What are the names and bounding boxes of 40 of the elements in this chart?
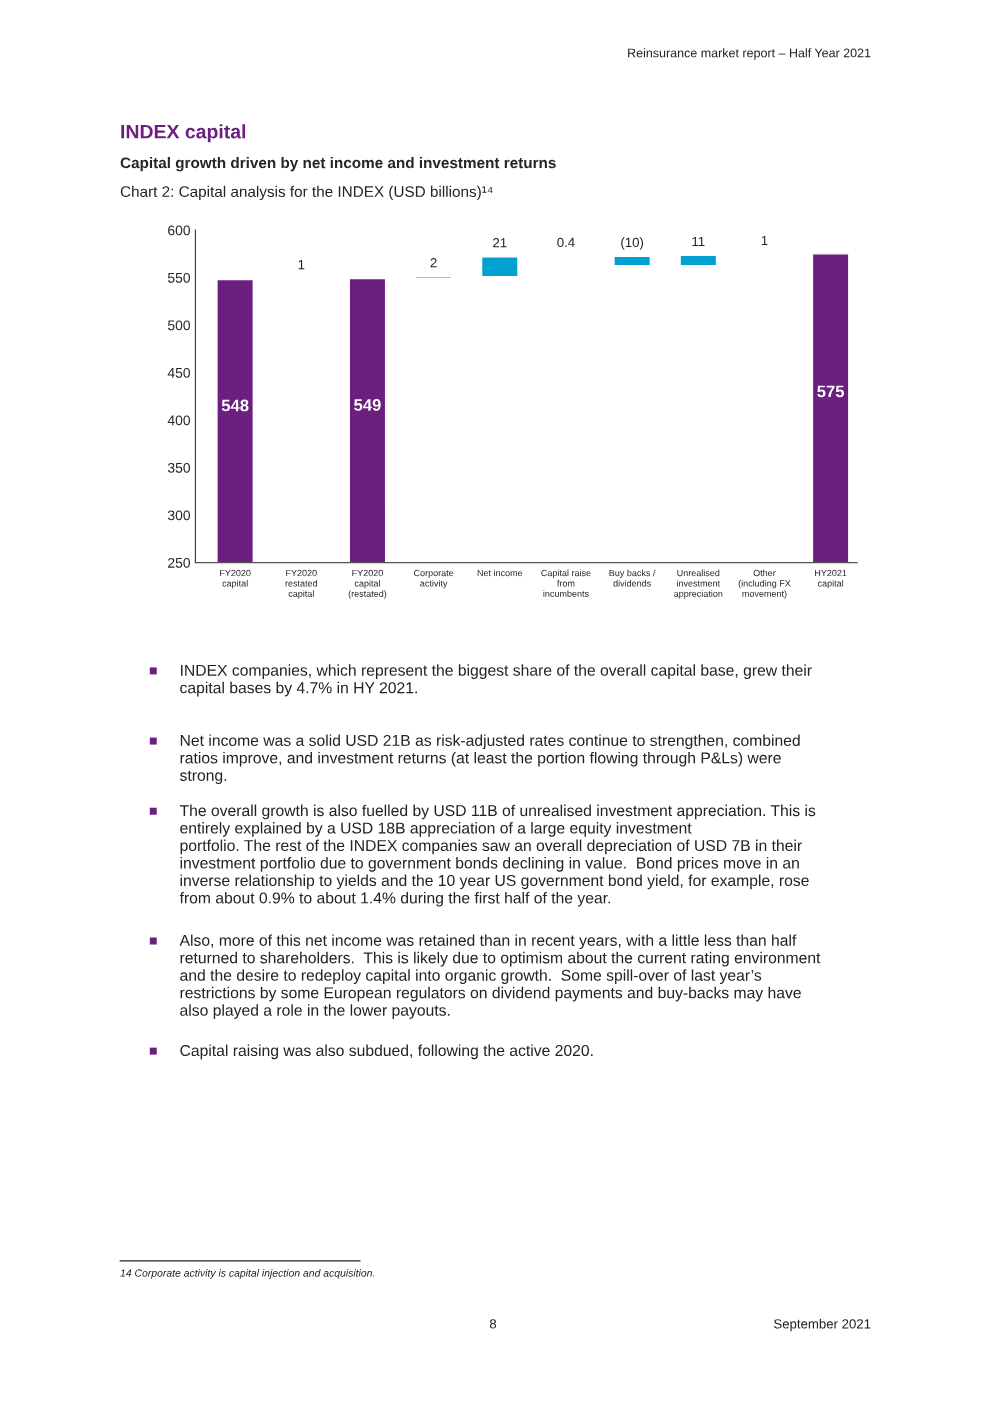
chart-subtitle: Capital growth driven by net income and investment returns bbox=[120, 157, 556, 172]
y-tick-label: 450 bbox=[167, 367, 191, 378]
x-tick-label: Corporate activity bbox=[414, 569, 454, 589]
x-tick-label: FY2020 capital bbox=[220, 569, 251, 589]
x-tick-label: Net income bbox=[477, 569, 523, 577]
text: 14 Corporate activity is capital injection and acquisition. bbox=[120, 1269, 375, 1279]
data-label: 21 bbox=[493, 238, 507, 248]
y-tick-label: 500 bbox=[167, 320, 191, 331]
y-tick-label: 400 bbox=[167, 415, 191, 426]
x-tick-label: Unrealised investment appreciation bbox=[674, 569, 723, 599]
text: 8 bbox=[489, 1319, 497, 1329]
chart-title: INDEX capital bbox=[121, 124, 246, 143]
y-tick-label: 350 bbox=[167, 462, 191, 473]
y-tick-label: 600 bbox=[168, 225, 191, 236]
data-label: 549 bbox=[354, 399, 381, 411]
data-label: 2 bbox=[430, 258, 437, 268]
caption: Chart 2: Capital analysis for the INDEX (USD billions)¹⁴ bbox=[120, 185, 493, 201]
text: September 2021 bbox=[774, 1318, 871, 1332]
x-tick-label: Buy backs / dividends bbox=[609, 569, 656, 587]
text: INDEX companies, which represent the biggest share of the overall capital base, grew their capital bases by 4.7% in HY 2021. bbox=[180, 664, 812, 697]
y-tick-label: 550 bbox=[167, 272, 191, 283]
data-label: 11 bbox=[692, 236, 705, 246]
text: Net income was a solid USD 21B as risk-adjusted rates continue to strengthen, combined ratios improve, and investment returns (at least the portion flowing through P&Ls) were strong. bbox=[179, 734, 800, 785]
data-label: 0.4 bbox=[557, 237, 575, 248]
text: Also, more of this net income was retained than in recent years, with a little less than half returned to shareholders. This is likely due to optimism about the current rating environment and the desire to redeploy capital into organic growth. Some spill-over of last year’s restrictions by some European regulators on dividend payments and buy-backs may have also played a role in the lower payouts. bbox=[179, 934, 821, 1019]
data-label: 548 bbox=[221, 399, 249, 412]
x-tick-label: Capital raise from incumbents bbox=[541, 569, 591, 597]
x-tick-label: FY2020 capital (restated) bbox=[348, 569, 387, 599]
text: Reinsurance market report – Half Year 2021 bbox=[628, 48, 871, 60]
x-tick-label: HY2021 capital bbox=[815, 569, 847, 589]
y-tick-label: 300 bbox=[167, 510, 191, 521]
data-label: 575 bbox=[817, 385, 845, 398]
x-tick-label: FY2020 restated capital bbox=[285, 569, 318, 599]
y-tick-label: 250 bbox=[168, 557, 191, 568]
text: The overall growth is also fuelled by USD 11B of unrealised investment appreciation. This is entirely explained by a USD 18B appreciation of a large equity investment portfolio. The rest of the INDEX companies saw an overall depreciation of USD 7B in their investment portfolio due to government bonds declining in value. Bond prices move in an inverse relationship to yields and the 10 year US government bond yield, for example, rose from about 0.9% to about 1.4% during the first half of the year. bbox=[179, 804, 816, 907]
text: Capital raising was also subdued, following the active 2020. bbox=[180, 1044, 593, 1060]
x-tick-label: Other (including FX movement) bbox=[738, 569, 791, 599]
data-label: (10) bbox=[621, 237, 644, 250]
data-label: 1 bbox=[761, 235, 768, 246]
data-label: 1 bbox=[298, 260, 305, 270]
